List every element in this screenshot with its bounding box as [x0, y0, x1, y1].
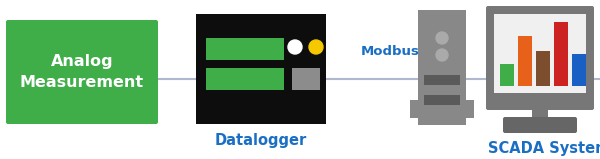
- Text: Modbus: Modbus: [361, 45, 419, 58]
- Bar: [196, 14, 326, 124]
- Bar: [424, 95, 460, 105]
- Text: SCADA System: SCADA System: [488, 141, 600, 156]
- Circle shape: [288, 40, 302, 54]
- Bar: [206, 68, 284, 90]
- Circle shape: [436, 32, 448, 44]
- Bar: [292, 68, 320, 90]
- Bar: [536, 51, 550, 86]
- FancyBboxPatch shape: [486, 6, 594, 110]
- Circle shape: [309, 40, 323, 54]
- Bar: [572, 54, 586, 86]
- Bar: [206, 38, 284, 60]
- Bar: [494, 14, 586, 93]
- Bar: [500, 64, 514, 86]
- Bar: [410, 100, 418, 118]
- Text: Analog
Measurement: Analog Measurement: [20, 54, 144, 90]
- FancyBboxPatch shape: [503, 117, 577, 133]
- Bar: [532, 107, 548, 121]
- Bar: [518, 36, 532, 86]
- Bar: [554, 22, 568, 86]
- Text: Datalogger: Datalogger: [215, 133, 307, 148]
- Bar: [418, 10, 466, 125]
- FancyBboxPatch shape: [6, 20, 158, 124]
- Bar: [424, 75, 460, 85]
- Bar: [466, 100, 474, 118]
- Circle shape: [436, 49, 448, 61]
